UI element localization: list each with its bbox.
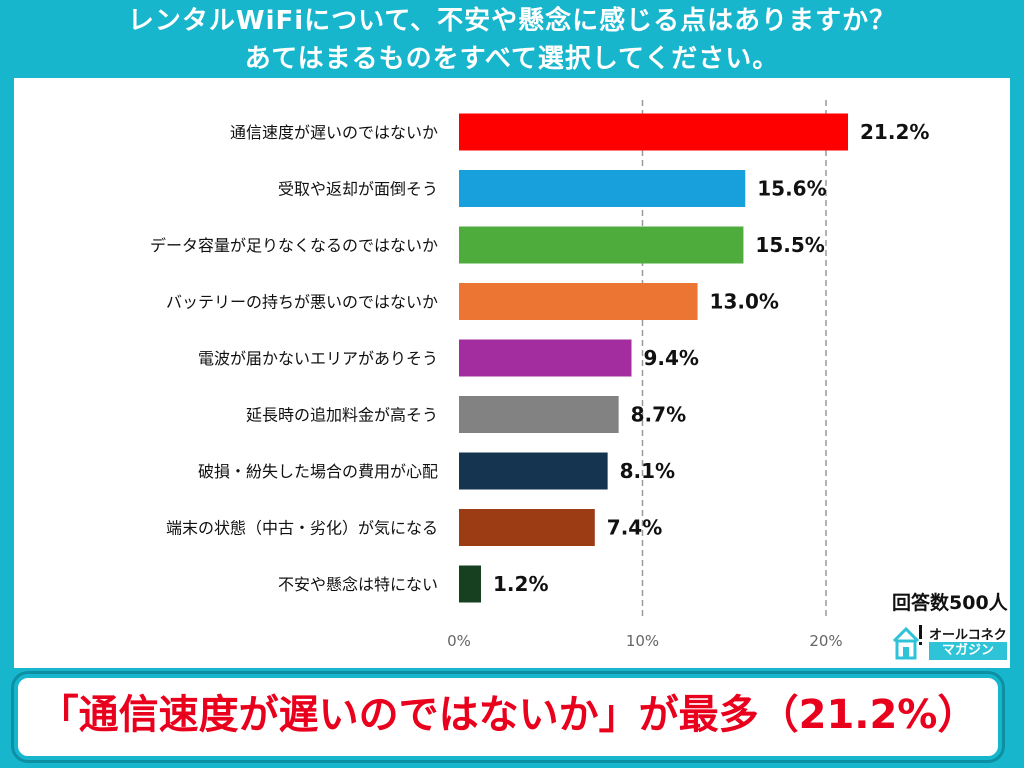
value-label: 13.0% bbox=[710, 290, 779, 314]
category-label: 端末の状態（中古・劣化）が気になる bbox=[166, 519, 438, 538]
bar bbox=[459, 339, 632, 377]
value-label: 1.2% bbox=[493, 572, 548, 596]
x-tick-label: 10% bbox=[626, 632, 659, 650]
value-label: 21.2% bbox=[860, 120, 929, 144]
value-label: 15.5% bbox=[755, 233, 824, 257]
value-label: 15.6% bbox=[757, 177, 826, 201]
bar bbox=[459, 509, 595, 546]
value-label: 9.4% bbox=[643, 346, 698, 370]
value-label: 8.1% bbox=[620, 459, 675, 483]
bar bbox=[459, 565, 482, 603]
category-label: 受取や返却が面倒そう bbox=[278, 180, 438, 199]
category-label: 破損・紛失した場合の費用が心配 bbox=[198, 462, 438, 481]
value-label: 7.4% bbox=[607, 516, 662, 540]
bar-chart: 0% 10% 20% 通信速度が遅いのではないか 21.2% 受取や返却が面倒そう 15.6… bbox=[150, 100, 929, 650]
brand-logo: オールコネクト マガジン bbox=[891, 623, 1009, 663]
bar bbox=[459, 113, 849, 151]
chart-panel: 0% 10% 20% 通信速度が遅いのではないか 21.2% 受取や返却が面倒そう 15.6… bbox=[14, 78, 1010, 668]
bar bbox=[459, 396, 619, 433]
x-tick-label: 20% bbox=[809, 632, 842, 650]
category-label: バッテリーの持ちが悪いのではないか bbox=[166, 293, 438, 312]
bar bbox=[459, 452, 608, 490]
category-label: データ容量が足りなくなるのではないか bbox=[150, 236, 438, 255]
headline-text: 「通信速度が遅いのではないか」が最多（21.2%） bbox=[38, 692, 978, 738]
headline-banner: 「通信速度が遅いのではないか」が最多（21.2%） bbox=[14, 674, 1002, 760]
bar bbox=[459, 283, 698, 320]
value-label: 8.7% bbox=[631, 403, 686, 427]
chart-title: レンタルWiFiについて、不安や懸念に感じる点はありますか？ あてはまるものをす… bbox=[0, 2, 1024, 78]
title-line-1: レンタルWiFiについて、不安や懸念に感じる点はありますか？ bbox=[127, 6, 897, 36]
category-label: 延長時の追加料金が高そう bbox=[246, 406, 438, 425]
house-icon bbox=[892, 625, 922, 660]
category-label: 不安や懸念は特にない bbox=[278, 575, 438, 594]
x-tick-label: 0% bbox=[447, 632, 471, 650]
respondent-count: 回答数500人 bbox=[892, 592, 1008, 614]
bar bbox=[459, 226, 744, 264]
category-label: 電波が届かないエリアがありそう bbox=[198, 349, 438, 368]
category-label: 通信速度が遅いのではないか bbox=[230, 123, 438, 142]
bar bbox=[459, 170, 746, 207]
logo-text-bottom: マガジン bbox=[929, 642, 1007, 660]
title-line-2: あてはまるものをすべて選択してください。 bbox=[244, 44, 780, 74]
